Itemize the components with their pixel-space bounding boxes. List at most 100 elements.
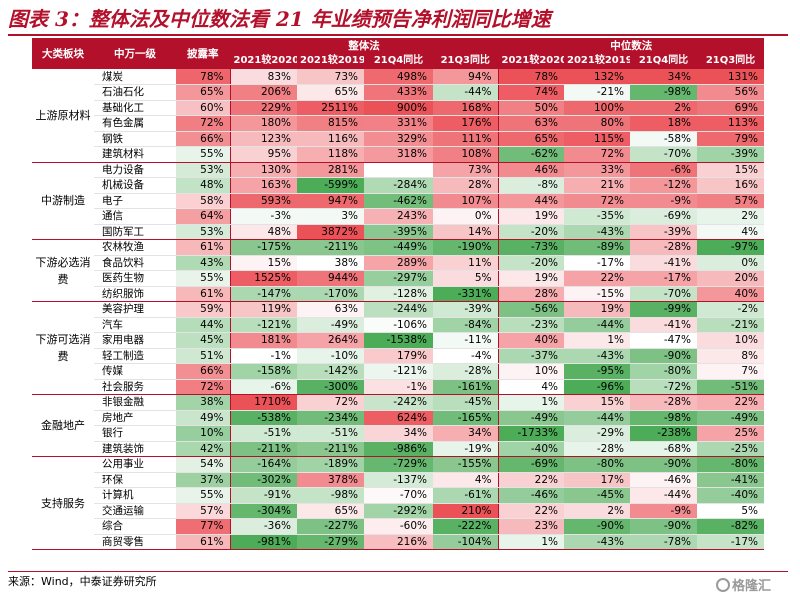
value-cell: -2%	[697, 301, 764, 318]
value-cell: -36%	[229, 518, 297, 535]
disclosure-cell: 51%	[176, 348, 230, 364]
value-cell: -147%	[229, 286, 297, 302]
value-cell: 116%	[297, 131, 364, 147]
table-row: 上游原材料 煤炭 78% 83% 73% 498% 94% 78% 132% 34% 131%	[32, 69, 764, 163]
value-cell: 2%	[697, 208, 764, 225]
disclosure-cell: 42%	[176, 441, 230, 457]
value-cell: 73%	[433, 162, 498, 178]
value-cell: 289%	[364, 255, 433, 271]
value-cell: -78%	[630, 534, 697, 550]
industry-cell: 公用事业	[94, 456, 176, 473]
value-cell: 2%	[564, 503, 630, 519]
disclosure-cell: 72%	[176, 379, 230, 395]
value-cell: 25%	[697, 425, 764, 442]
industry-cell: 医药生物	[94, 270, 176, 287]
value-cell: 206%	[229, 84, 297, 101]
disclosure-cell: 44%	[176, 317, 230, 333]
value-cell: -292%	[364, 503, 433, 519]
sector-cell: 下游必选消费	[32, 239, 94, 302]
value-cell: -20%	[497, 224, 564, 240]
value-cell: 16%	[697, 177, 764, 194]
value-cell: 433%	[364, 84, 433, 101]
table-row: 机械设备 48% 163% -599% -284% 28% -8% 21% -12% 16%	[32, 177, 764, 194]
value-cell: 4%	[697, 224, 764, 240]
value-cell: -211%	[229, 441, 297, 457]
value-cell: -29%	[564, 425, 630, 442]
value-cell: -242%	[364, 394, 433, 411]
value-cell: -164%	[229, 456, 297, 473]
value-cell: -70%	[364, 487, 433, 504]
header-col: 21Q3同比	[697, 53, 764, 69]
value-cell: -45%	[433, 394, 498, 411]
source-rule	[8, 571, 788, 572]
value-cell: 115%	[564, 131, 630, 147]
value-cell: 130%	[229, 162, 297, 178]
industry-cell: 传媒	[94, 363, 176, 380]
value-cell: 119%	[229, 301, 297, 318]
header-col: 2021较2020	[497, 53, 564, 69]
value-cell: -1%	[364, 379, 433, 395]
value-cell: 5%	[697, 503, 764, 519]
industry-cell: 农林牧渔	[94, 239, 176, 256]
value-cell: 14%	[433, 224, 498, 240]
value-cell: -46%	[630, 472, 697, 488]
disclosure-cell: 37%	[176, 472, 230, 488]
table-row: 电子 58% 593% 947% -462% 107% 44% 72% -9% 57%	[32, 193, 764, 209]
value-cell: 63%	[497, 115, 564, 132]
industry-cell: 汽车	[94, 317, 176, 333]
industry-cell: 环保	[94, 472, 176, 488]
value-cell: -9%	[630, 193, 697, 209]
value-cell: -25%	[697, 441, 764, 457]
table-row: 中游制造 电力设备 53% 130% 281% 73% 46% 33% -6% 15%	[32, 162, 764, 240]
value-cell: -72%	[630, 379, 697, 395]
header-col: 2021较2020	[229, 53, 297, 69]
value-cell: -47%	[630, 332, 697, 349]
disclosure-cell: 65%	[176, 84, 230, 101]
value-cell: 94%	[433, 69, 498, 85]
value-cell: 33%	[564, 162, 630, 178]
table-row: 纺织服饰 61% -147% -170% -128% -331% 28% -15% -70% 40…	[32, 286, 764, 302]
table-row: 银行 10% -51% -51% 34% 34% -1733% -29% -238% 25%	[32, 425, 764, 442]
value-cell: 176%	[433, 115, 498, 132]
value-cell: 0%	[433, 208, 498, 225]
disclosure-cell: 53%	[176, 162, 230, 178]
disclosure-cell: 77%	[176, 518, 230, 535]
disclosure-cell: 61%	[176, 534, 230, 550]
value-cell: -70%	[630, 286, 697, 302]
value-cell: -189%	[297, 456, 364, 473]
disclosure-cell: 55%	[176, 487, 230, 504]
value-cell: 78%	[497, 69, 564, 85]
value-cell: -51%	[229, 425, 297, 442]
value-cell: 15%	[564, 394, 630, 411]
value-cell: 15%	[697, 162, 764, 178]
table-row: 通信 64% -3% 3% 243% 0% 19% -35% -69% 2%	[32, 208, 764, 225]
value-cell: -19%	[433, 441, 498, 457]
value-cell: 168%	[433, 100, 498, 116]
value-cell: -39%	[630, 224, 697, 240]
value-cell: 65%	[297, 84, 364, 101]
value-cell: 48%	[229, 224, 297, 240]
value-cell: 624%	[364, 410, 433, 426]
disclosure-cell: 55%	[176, 270, 230, 287]
value-cell: -395%	[364, 224, 433, 240]
value-cell: 5%	[433, 270, 498, 287]
value-cell: 72%	[564, 193, 630, 209]
industry-cell: 钢铁	[94, 131, 176, 147]
value-cell: -142%	[297, 363, 364, 380]
value-cell: -97%	[697, 239, 764, 256]
value-cell: 180%	[229, 115, 297, 132]
value-cell: 8%	[697, 348, 764, 364]
value-cell: 69%	[697, 100, 764, 116]
value-cell: 131%	[697, 69, 764, 85]
industry-cell: 电力设备	[94, 162, 176, 178]
value-cell: 19%	[564, 301, 630, 318]
value-cell: 11%	[433, 255, 498, 271]
table-row: 有色金属 72% 180% 815% 331% 176% 63% 80% 18% 113%	[32, 115, 764, 132]
value-cell: 815%	[297, 115, 364, 132]
value-cell: -89%	[564, 239, 630, 256]
value-cell: -297%	[364, 270, 433, 287]
value-cell: -28%	[630, 394, 697, 411]
value-cell: -17%	[564, 255, 630, 271]
value-cell: -244%	[364, 301, 433, 318]
header-industry: 中万一级	[94, 38, 176, 69]
